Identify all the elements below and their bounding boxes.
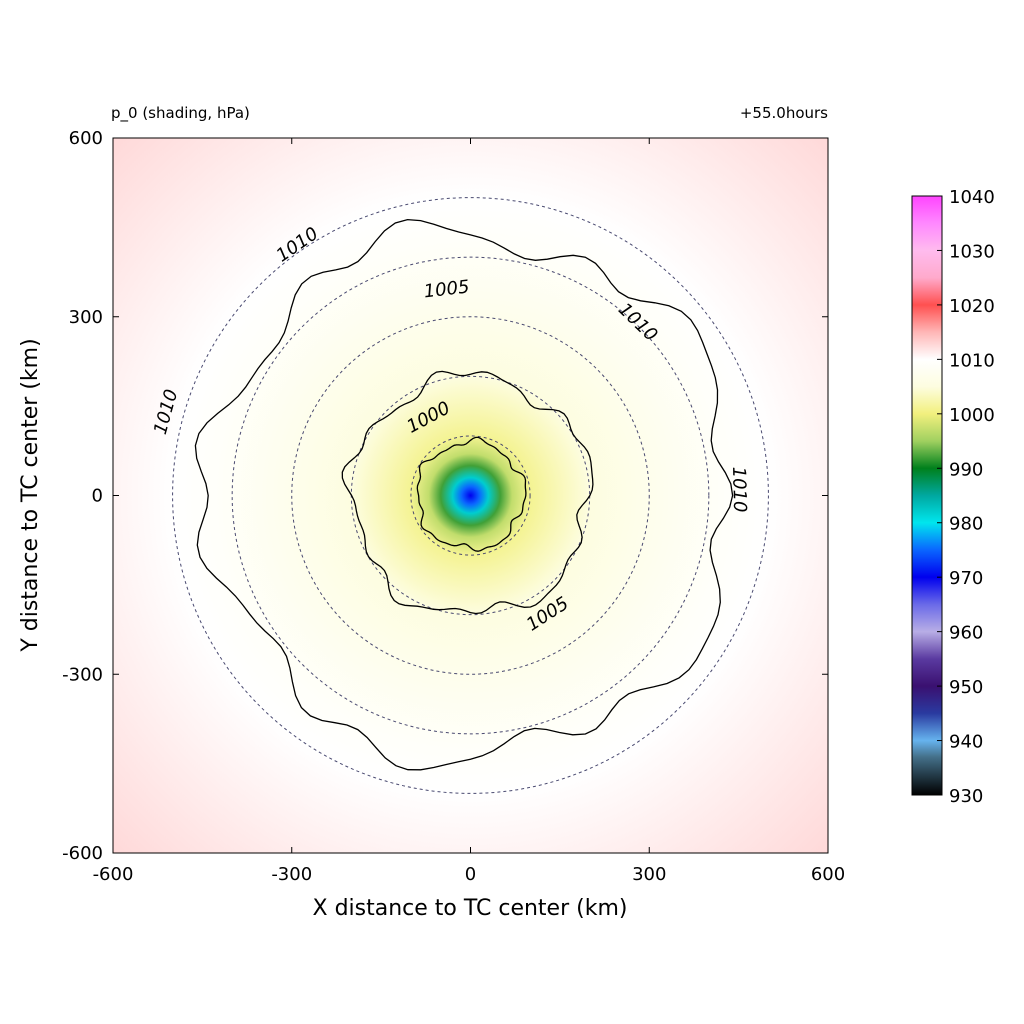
title-left: p_0 (shading, hPa)	[111, 104, 250, 123]
contour-1010	[194, 218, 734, 771]
colorbar-tick-label: 1030	[949, 241, 995, 262]
x-tick-label: 0	[465, 864, 476, 885]
pressure-shading	[113, 138, 828, 853]
colorbar-tick-label: 940	[949, 732, 983, 753]
colorbar-tick-label: 930	[949, 786, 983, 807]
title-right: +55.0hours	[740, 104, 828, 122]
contour-label: 1005	[423, 276, 471, 302]
pressure-contours	[194, 218, 734, 771]
colorbar-tick-label: 1010	[949, 350, 995, 371]
colorbar-tick-label: 1000	[949, 405, 995, 426]
colorbar-tick-label: 970	[949, 568, 983, 589]
y-tick-label: 600	[69, 128, 103, 149]
colorbar: 930 940 950 960 970 980 990 1000 1010 1020 1030 104…	[911, 187, 995, 807]
colorbar-tick-label: 990	[949, 459, 983, 480]
y-tick-label: 0	[92, 486, 103, 507]
x-axis-label: X distance to TC center (km)	[313, 896, 628, 921]
y-tick-label: -600	[62, 843, 103, 864]
range-ring	[410, 435, 531, 556]
y-axis-ticks: -600 -300 0 300 600	[62, 128, 828, 864]
colorbar-tick-label: 950	[949, 677, 983, 698]
x-tick-label: 300	[632, 864, 666, 885]
x-tick-label: -300	[271, 864, 312, 885]
x-axis-ticks: -600 -300 0 300 600	[93, 138, 845, 885]
y-tick-label: 300	[69, 307, 103, 328]
colorbar-tick-label: 960	[949, 623, 983, 644]
contour-1000	[416, 436, 527, 552]
range-ring	[291, 316, 650, 675]
y-axis-label: Y distance to TC center (km)	[18, 338, 43, 652]
colorbar-ticks: 930 940 950 960 970 980 990 1000 1010 1020 1030 104…	[937, 187, 995, 807]
colorbar-tick-label: 1020	[949, 296, 995, 317]
colorbar-tick-label: 980	[949, 514, 983, 535]
range-ring	[172, 197, 769, 794]
range-ring	[231, 256, 710, 735]
x-tick-label: -600	[93, 864, 134, 885]
y-tick-label: -300	[62, 664, 103, 685]
colorbar-tick-label: 1040	[949, 187, 995, 208]
contour-label: 1010	[728, 466, 750, 512]
colorbar-fill	[911, 195, 943, 796]
contour-1005	[341, 370, 594, 615]
x-tick-label: 600	[811, 864, 845, 885]
